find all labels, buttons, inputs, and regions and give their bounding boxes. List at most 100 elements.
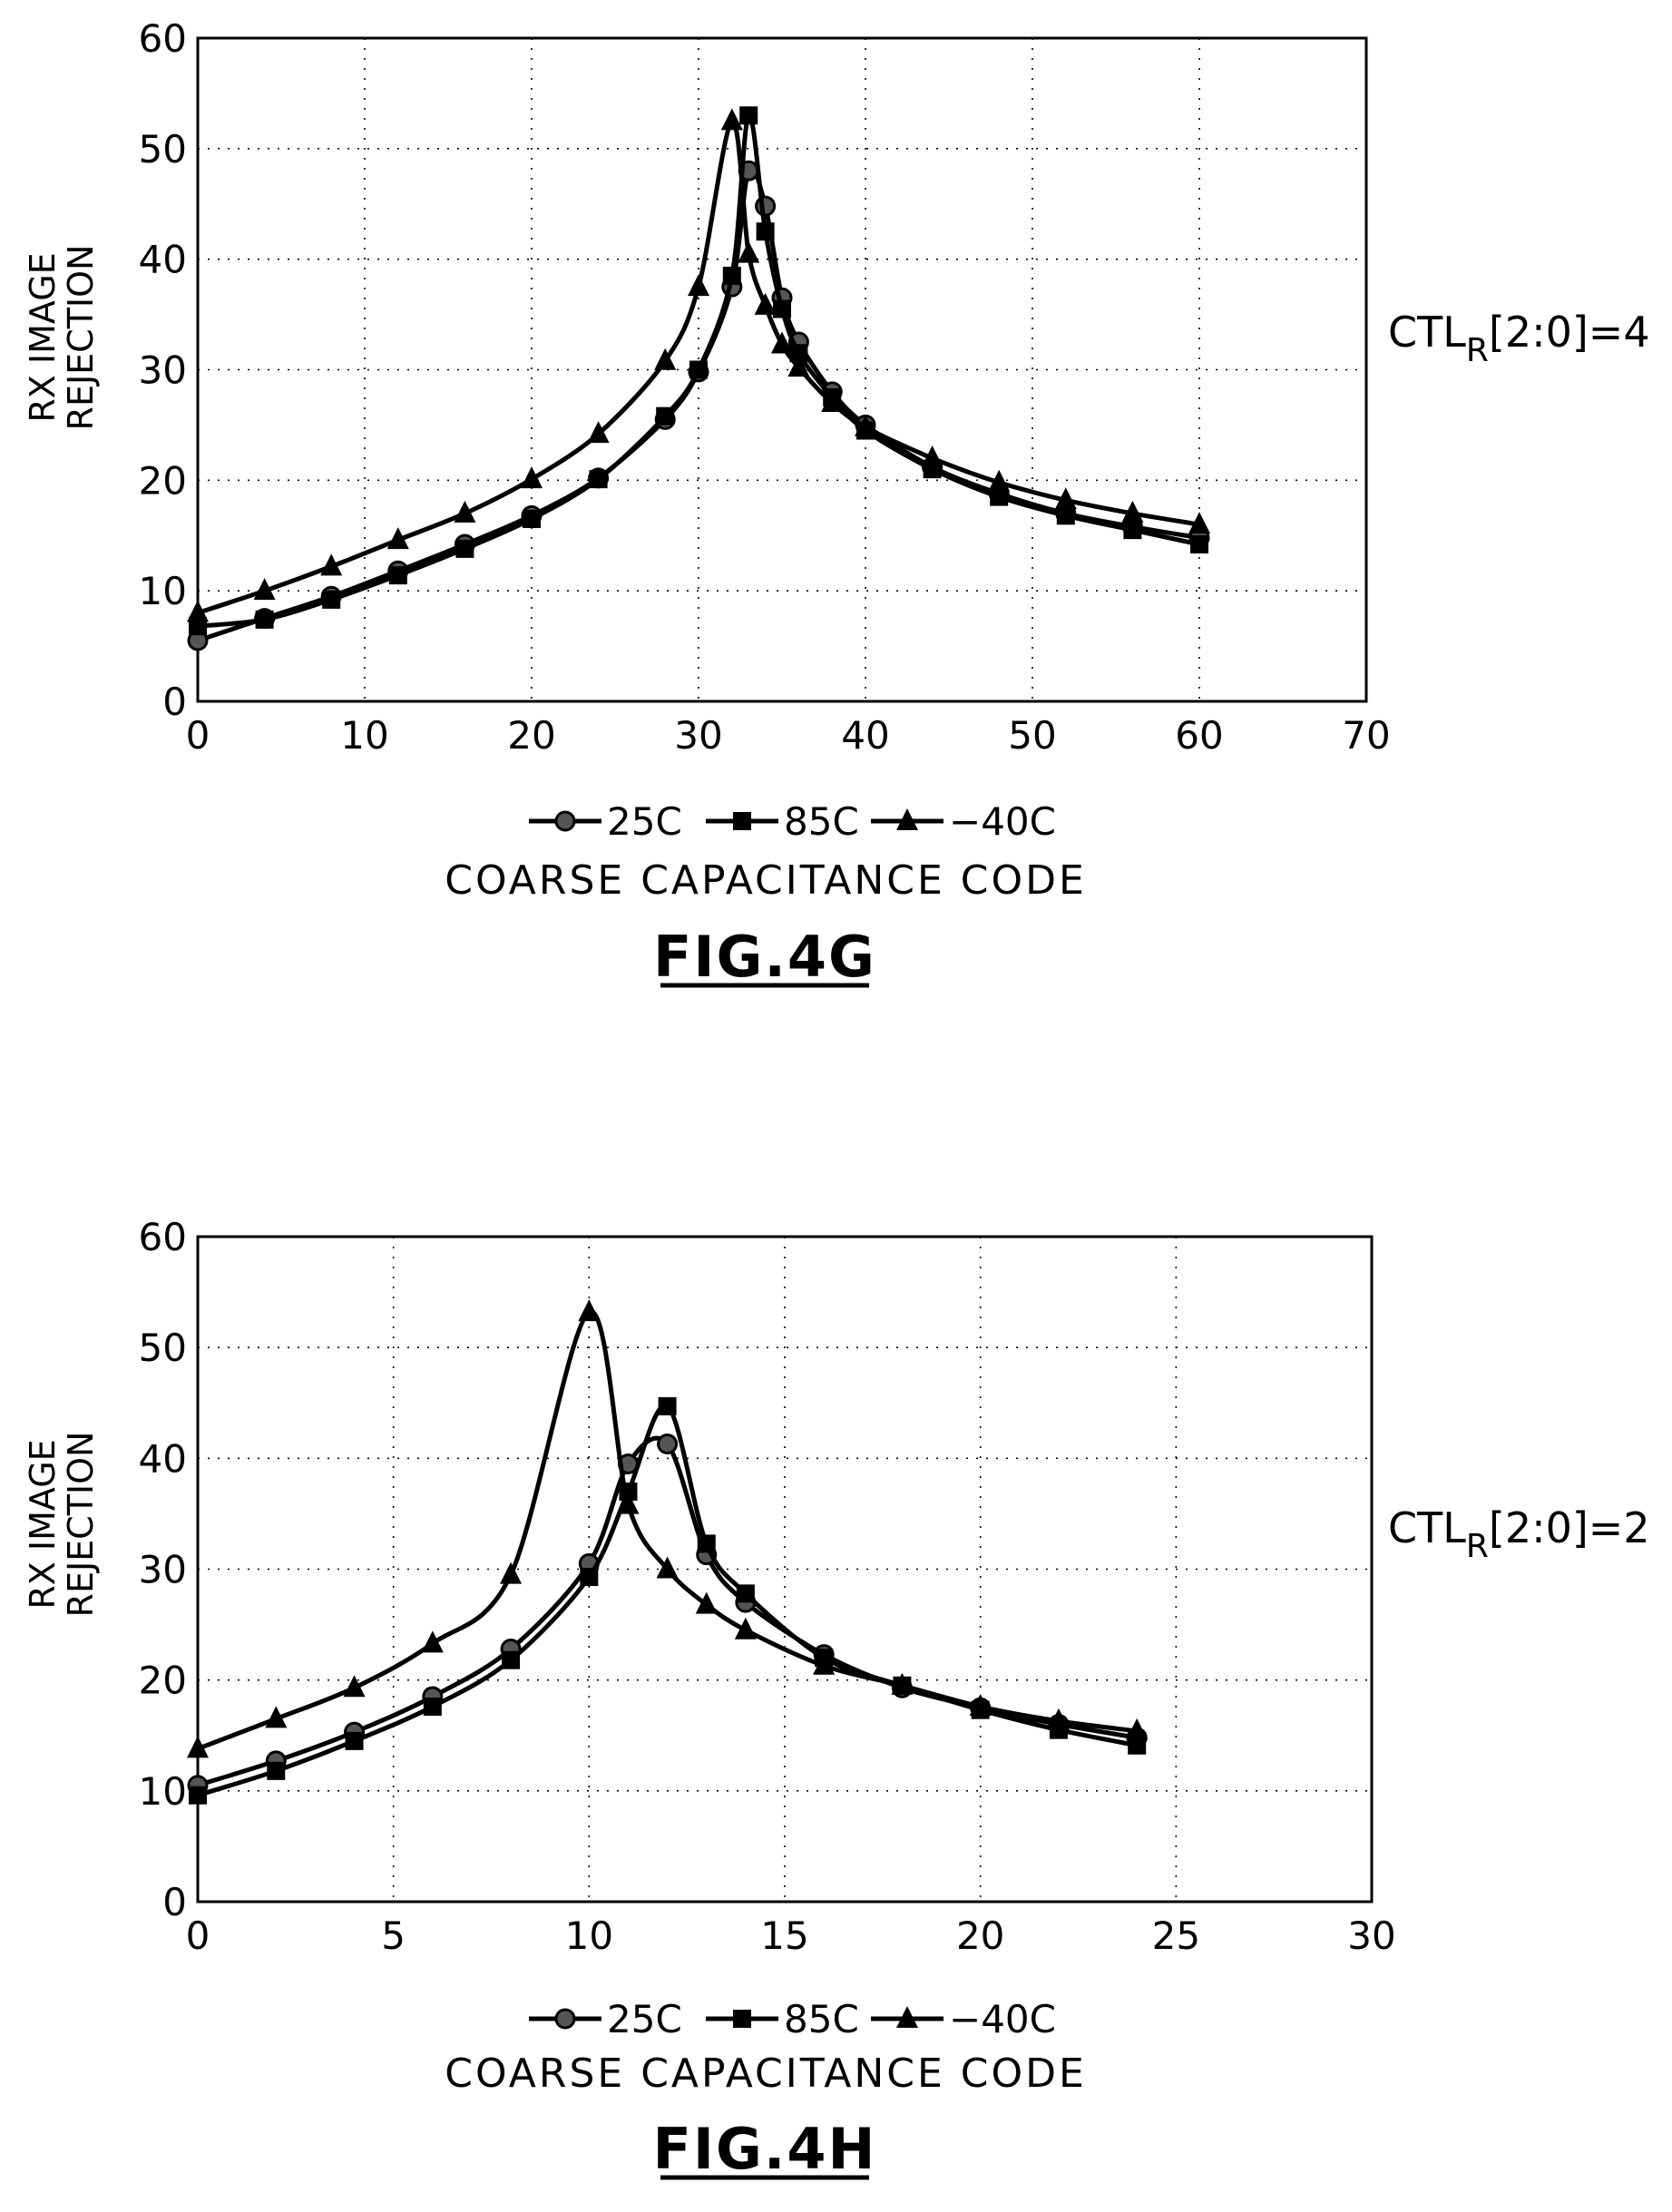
legend-marker-25c [554, 2008, 576, 2030]
data-point-85c [756, 222, 775, 241]
data-point-40c [787, 355, 810, 377]
data-point-85c [990, 487, 1009, 506]
data-point-85c [1123, 521, 1142, 540]
ctl-note-subscript: R [1466, 1528, 1489, 1565]
ctl-note-main: CTL [1388, 1503, 1466, 1552]
data-point-40c [988, 469, 1011, 492]
data-point-85c [523, 509, 541, 528]
data-point-85c [736, 1584, 755, 1603]
ctl-note-value: [2:0]=2 [1489, 1503, 1650, 1552]
x-tick-label: 30 [1347, 1913, 1395, 1958]
x-tick-label: 25 [1152, 1913, 1200, 1958]
data-point-85c [1128, 1736, 1147, 1755]
data-point-40c [421, 1630, 444, 1653]
plot-frame [196, 1235, 1374, 1904]
data-point-85c [773, 299, 791, 318]
legend-label-25c: 25C [607, 799, 682, 844]
x-tick-label: 10 [340, 713, 388, 758]
ctl-note-value: [2:0]=4 [1489, 308, 1650, 357]
data-point-40c [969, 1693, 992, 1716]
data-point-40c [500, 1561, 523, 1584]
data-point-40c [617, 1492, 640, 1514]
data-point-40c [734, 1617, 757, 1639]
data-point-40c [1188, 512, 1210, 534]
data-point-40c [386, 527, 409, 550]
x-tick-label: 70 [1342, 713, 1390, 758]
data-point-85c [658, 1396, 677, 1415]
data-point-40c [821, 390, 844, 413]
data-point-85c [739, 106, 758, 125]
data-point-40c [688, 274, 709, 297]
plot-area-fig4h: 0 5 10 15 20 25 30 0 10 20 30 40 50 60 25C 85C −40C [139, 1215, 1396, 2041]
legend-marker-40c [896, 808, 918, 830]
series-line-25c [197, 165, 1200, 643]
data-point-40c [855, 414, 876, 436]
y-tick-label: 20 [139, 1659, 187, 1703]
ctl-note-subscript: R [1466, 332, 1489, 369]
data-point-85c [423, 1697, 442, 1716]
data-point-85c [267, 1761, 286, 1780]
data-point-40c [921, 445, 944, 467]
legend-label-85c: 85C [784, 799, 859, 844]
y-tick-label: 0 [162, 680, 187, 724]
x-tick-label: 15 [760, 1913, 808, 1958]
data-point-40c [253, 578, 276, 601]
y-tick-label: 50 [139, 127, 187, 171]
y-axis-label-line-2: REJECTION [61, 245, 101, 431]
y-tick-label: 10 [139, 1769, 187, 1814]
x-tick-label: 0 [186, 1913, 210, 1958]
chart-fig4g: 0 10 20 30 40 50 60 70 0 10 20 30 40 50 60 25C 85C −40C R… [23, 16, 1650, 990]
x-tick-label: 10 [565, 1913, 613, 1958]
data-point-85c [722, 266, 741, 285]
y-tick-label: 60 [139, 16, 187, 61]
legend-label-85c: 85C [784, 1997, 859, 2041]
y-axis-label-line-1: RX IMAGE [23, 252, 63, 422]
data-point-40c [320, 553, 343, 576]
y-tick-label: 50 [139, 1326, 187, 1370]
data-point-85c [502, 1650, 521, 1669]
y-tick-label: 60 [139, 1215, 187, 1259]
figure-label: FIG.4G [653, 924, 876, 990]
data-point-40c [265, 1706, 288, 1728]
data-point-85c [189, 1786, 207, 1805]
chart-fig4h: 0 5 10 15 20 25 30 0 10 20 30 40 50 60 25C 85C −40C RX I… [23, 1215, 1650, 2182]
data-point-40c [813, 1652, 836, 1675]
x-tick-label: 30 [674, 713, 722, 758]
x-tick-label: 20 [507, 713, 555, 758]
data-point-85c [697, 1534, 716, 1553]
data-point-40c [1121, 500, 1144, 523]
data-point-85c [322, 590, 341, 609]
data-point-85c [388, 566, 407, 585]
data-point-40c [771, 331, 793, 354]
data-point-85c [656, 406, 675, 426]
y-tick-label: 30 [139, 348, 187, 393]
data-point-85c [455, 539, 474, 558]
data-point-40c [521, 466, 543, 489]
x-tick-label: 20 [956, 1913, 1004, 1958]
data-point-40c [587, 421, 610, 444]
data-point-40c [656, 1556, 679, 1579]
legend-marker-40c [896, 2006, 918, 2028]
series-line-40c [197, 118, 1200, 615]
data-point-40c [454, 500, 476, 523]
x-tick-label: 60 [1175, 713, 1223, 758]
series-line-40c [197, 1309, 1138, 1751]
data-point-85c [789, 344, 808, 363]
ctl-setting-note: CTLR[2:0]=2 [1388, 1503, 1650, 1565]
y-tick-label: 0 [162, 1880, 187, 1924]
data-point-25c [755, 195, 777, 217]
data-point-40c [695, 1591, 718, 1614]
y-tick-label: 40 [139, 238, 187, 282]
data-point-40c [578, 1299, 601, 1322]
y-tick-label: 40 [139, 1436, 187, 1481]
ctl-note-main: CTL [1388, 308, 1466, 357]
x-axis-label: COARSE CAPACITANCE CODE [445, 857, 1087, 904]
y-tick-label: 10 [139, 569, 187, 613]
data-point-40c [738, 240, 760, 263]
legend-label-25c: 25C [607, 1997, 682, 2041]
legend-label-40c: −40C [949, 799, 1056, 844]
ctl-setting-note: CTLR[2:0]=4 [1388, 308, 1650, 369]
x-tick-label: 0 [186, 713, 210, 758]
data-point-25c [657, 1433, 679, 1454]
